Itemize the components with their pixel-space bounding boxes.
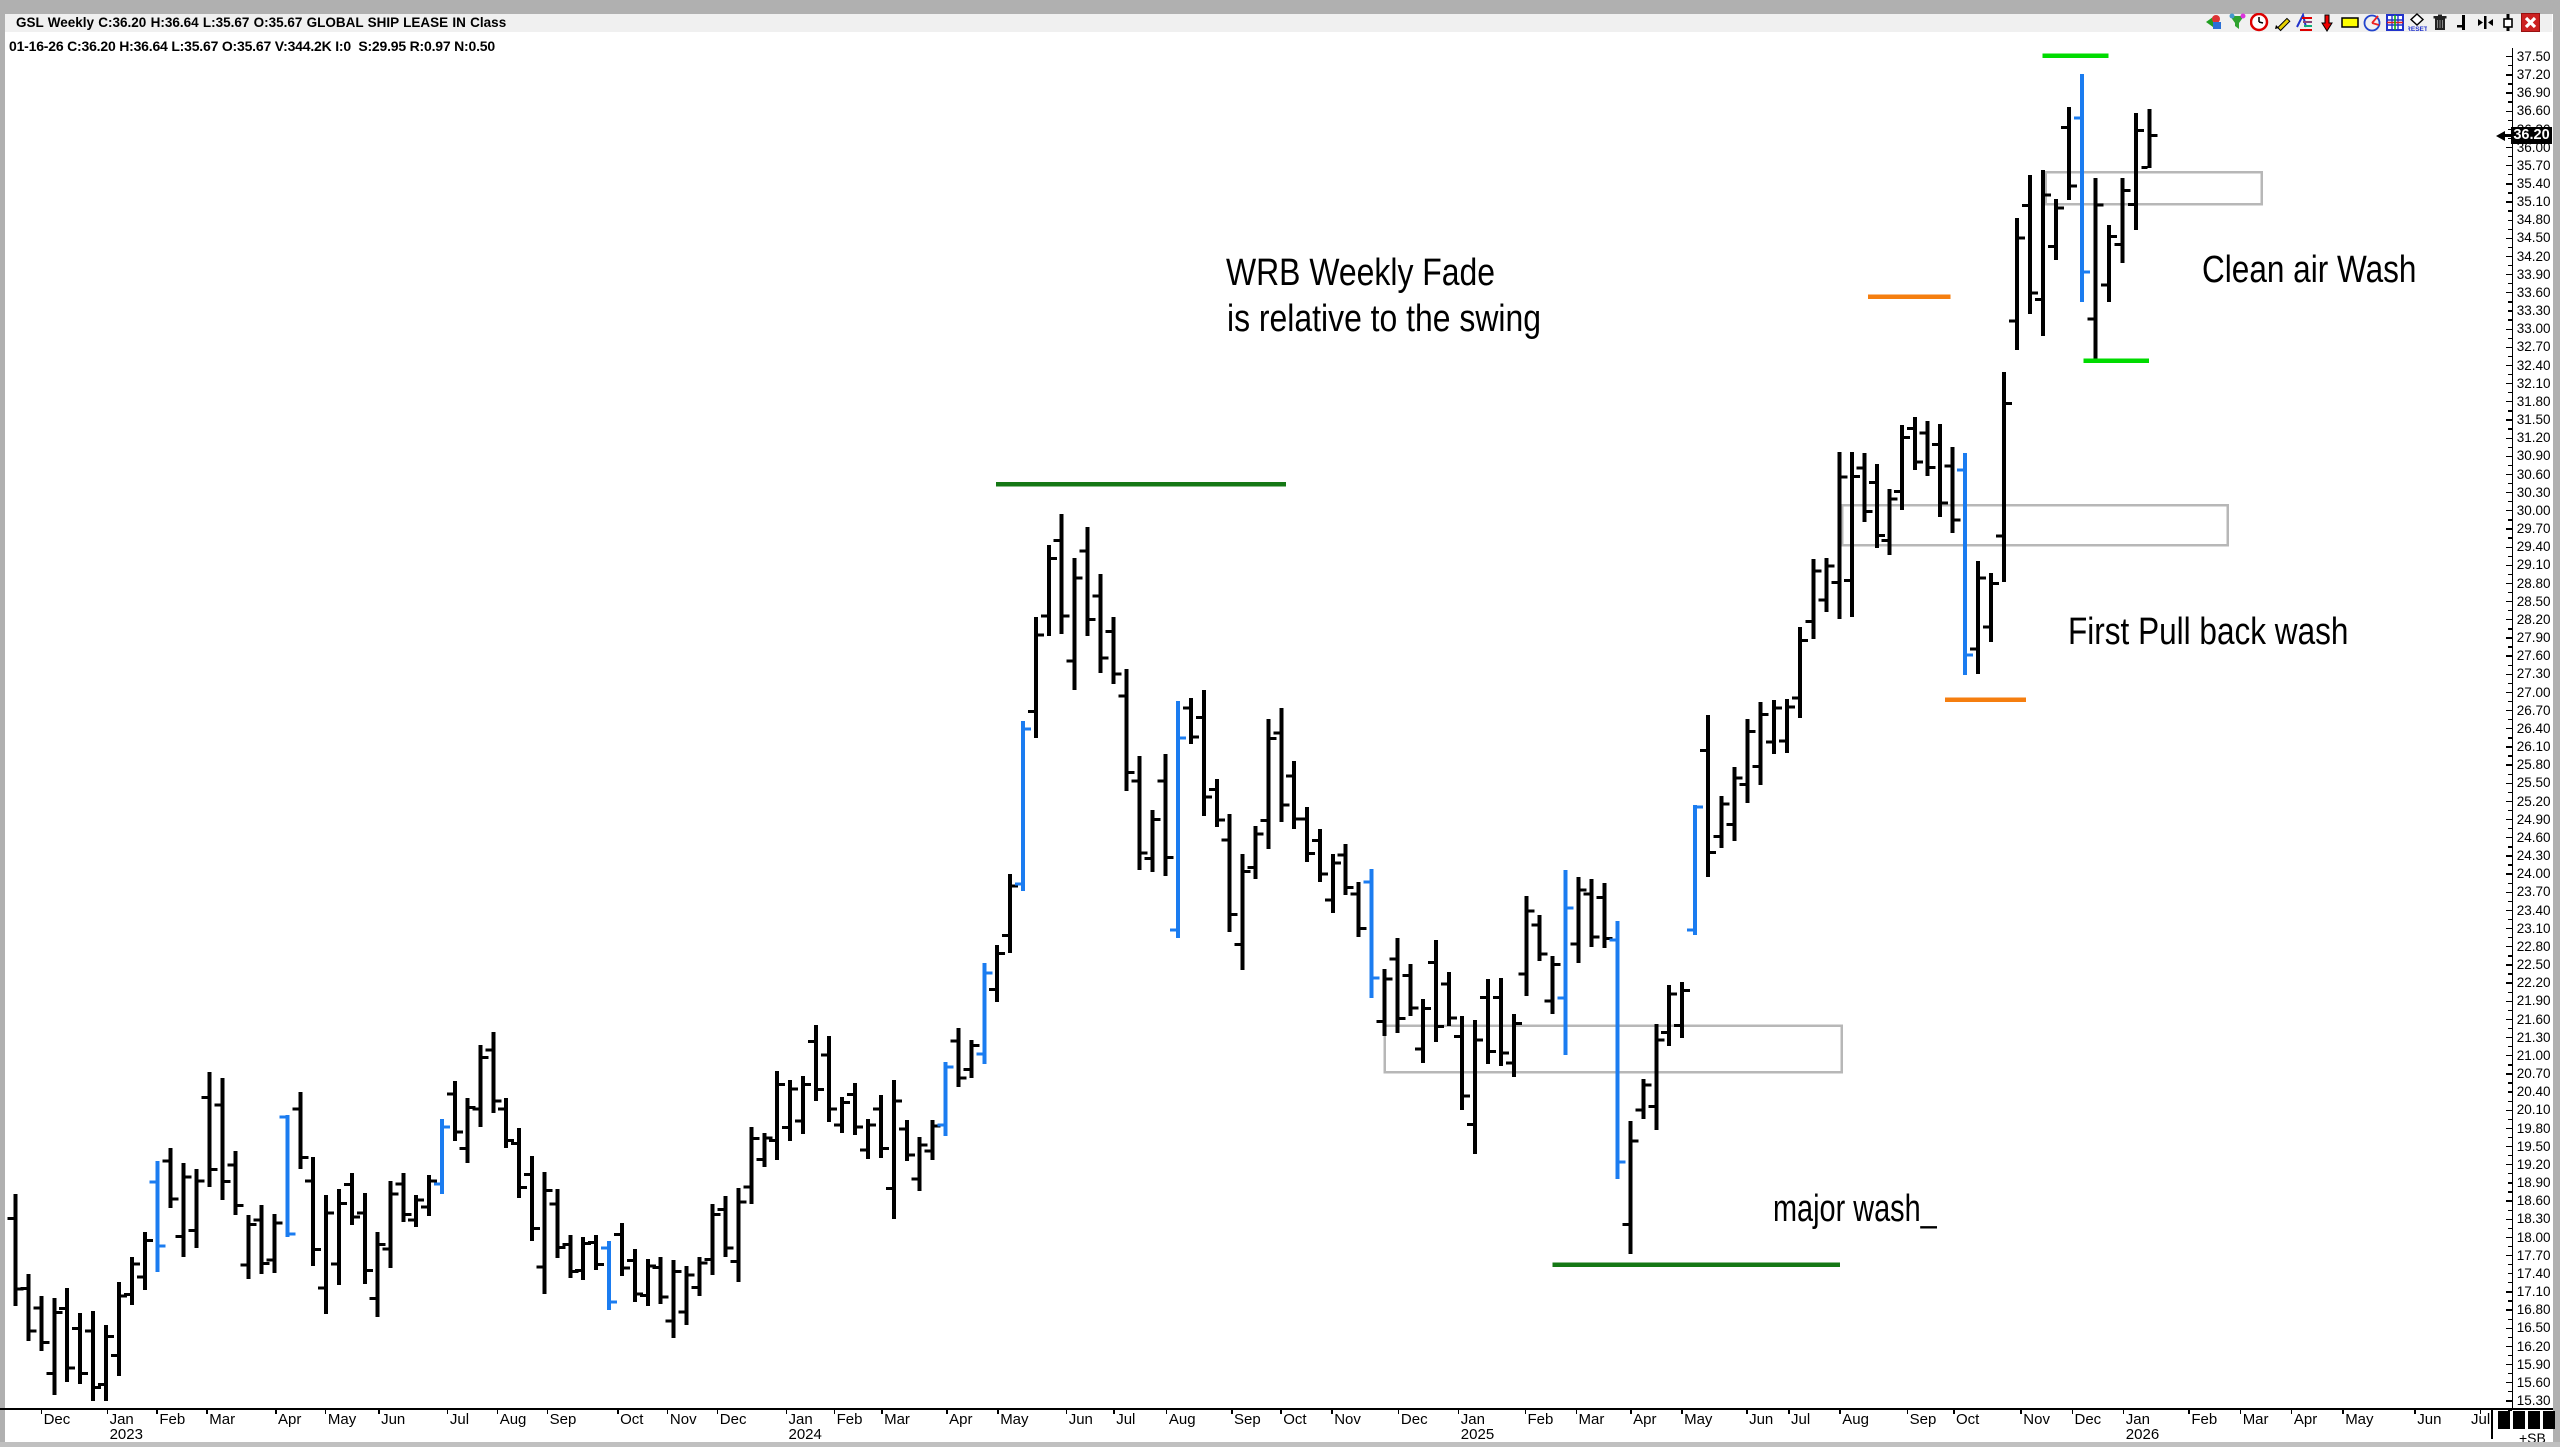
svg-text:RESET: RESET [2408,26,2427,32]
